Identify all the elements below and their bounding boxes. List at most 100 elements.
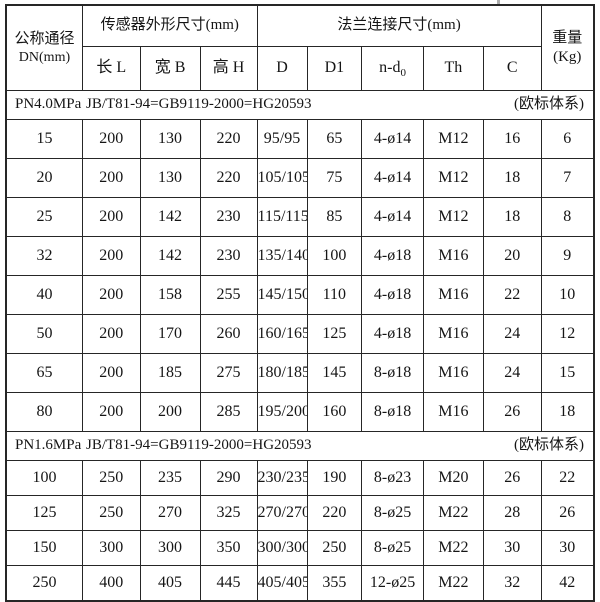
cell-width-b: 185 [139,353,201,393]
cell-d: 270/270 [256,495,308,531]
cell-c: 28 [482,495,542,531]
cell-dn: 80 [5,392,83,432]
col-header-flange-dims: 法兰连接尺寸(mm) [256,4,542,47]
col-header-height-h: 高 H [199,46,258,91]
cell-n-d0: 4-ø18 [361,236,424,276]
cell-width-b: 142 [139,236,201,276]
table-row: 250 400 405 445 405/405 355 12-ø25 M22 32 42 [5,565,595,602]
cell-height-h: 445 [199,565,258,602]
cell-weight: 15 [540,353,595,393]
cell-length-l: 200 [81,197,141,237]
cell-height-h: 230 [199,236,258,276]
cell-c: 32 [482,565,542,602]
pressure-rating-label: PN4.0MPa [15,96,82,113]
cell-width-b: 300 [139,530,201,566]
cell-weight: 22 [540,460,595,496]
cell-d: 195/200 [256,392,308,432]
cell-dn: 25 [5,197,83,237]
cell-th: M22 [422,495,484,531]
cell-weight: 42 [540,565,595,602]
cell-d: 300/300 [256,530,308,566]
col-header-d1: D1 [306,46,363,91]
cell-d1: 355 [306,565,363,602]
cell-n-d0: 8-ø18 [361,392,424,432]
cell-c: 24 [482,314,542,354]
cell-width-b: 142 [139,197,201,237]
cell-weight: 9 [540,236,595,276]
cell-length-l: 200 [81,392,141,432]
table-row: 80 200 200 285 195/200 160 8-ø18 M16 26 18 [5,392,595,432]
cell-th: M16 [422,392,484,432]
cell-n-d0: 8-ø23 [361,460,424,496]
section-cell: PN4.0MPa JB/T81-94=GB9119-2000=HG20593 (欧标… [5,90,595,120]
cell-width-b: 130 [139,119,201,159]
cell-height-h: 220 [199,119,258,159]
cell-n-d0: 4-ø14 [361,197,424,237]
n-d-subscript: 0 [400,67,406,80]
standard-label: JB/T81-94=GB9119-2000=HG20593 [86,437,312,454]
cell-th: M16 [422,275,484,315]
cell-width-b: 405 [139,565,201,602]
cell-height-h: 255 [199,275,258,315]
cell-width-b: 235 [139,460,201,496]
section-cell: PN1.6MPa JB/T81-94=GB9119-2000=HG20593 (欧标… [5,431,595,461]
cell-c: 22 [482,275,542,315]
cell-d: 405/405 [256,565,308,602]
cell-d: 180/185 [256,353,308,393]
table-row: 40 200 158 255 145/150 110 4-ø18 M16 22 10 [5,275,595,315]
cell-th: M12 [422,158,484,198]
col-header-c: C [482,46,542,91]
cell-th: M12 [422,197,484,237]
cell-dn: 250 [5,565,83,602]
cell-dn: 150 [5,530,83,566]
cell-d: 115/115 [256,197,308,237]
cell-dn: 50 [5,314,83,354]
cell-weight: 12 [540,314,595,354]
dn-unit: DN(mm) [18,49,71,65]
cell-th: M22 [422,565,484,602]
cell-length-l: 200 [81,314,141,354]
cell-th: M22 [422,530,484,566]
cell-length-l: 200 [81,353,141,393]
table-row: 32 200 142 230 135/140 100 4-ø18 M16 20 9 [5,236,595,276]
cell-width-b: 158 [139,275,201,315]
cell-dn: 100 [5,460,83,496]
table-row: 100 250 235 290 230/235 190 8-ø23 M20 26 22 [5,460,595,496]
cell-height-h: 230 [199,197,258,237]
cell-dn: 15 [5,119,83,159]
col-header-length-l: 长 L [81,46,141,91]
cell-d: 160/165 [256,314,308,354]
weight-title: 重量 [552,30,583,47]
cell-n-d0: 4-ø14 [361,119,424,159]
flange-dimension-table: 公称通径 DN(mm) 传感器外形尺寸(mm) 法兰连接尺寸(mm) 重量 (K… [5,4,595,602]
cell-th: M12 [422,119,484,159]
cell-length-l: 200 [81,275,141,315]
table-row: 20 200 130 220 105/105 75 4-ø14 M12 18 7 [5,158,595,198]
cell-d1: 190 [306,460,363,496]
col-header-sensor-dims: 传感器外形尺寸(mm) [81,4,258,47]
cell-height-h: 275 [199,353,258,393]
n-d-main: n-d [379,59,401,77]
cell-d1: 65 [306,119,363,159]
cell-c: 26 [482,392,542,432]
cell-d: 145/150 [256,275,308,315]
col-header-width-b: 宽 B [139,46,201,91]
table-row: 15 200 130 220 95/95 65 4-ø14 M12 16 6 [5,119,595,159]
table-row: 150 300 300 350 300/300 250 8-ø25 M22 30 30 [5,530,595,566]
cell-c: 16 [482,119,542,159]
cell-th: M16 [422,236,484,276]
standard-note: (欧标体系) [514,96,584,113]
cell-n-d0: 12-ø25 [361,565,424,602]
col-header-n-d0: n-d0 [361,46,424,91]
cell-weight: 6 [540,119,595,159]
cell-d: 135/140 [256,236,308,276]
cell-c: 24 [482,353,542,393]
cell-length-l: 250 [81,460,141,496]
cell-n-d0: 4-ø18 [361,275,424,315]
cell-n-d0: 4-ø18 [361,314,424,354]
cell-c: 18 [482,158,542,198]
cell-height-h: 285 [199,392,258,432]
cropped-text-artifact [497,0,500,5]
cell-d: 95/95 [256,119,308,159]
